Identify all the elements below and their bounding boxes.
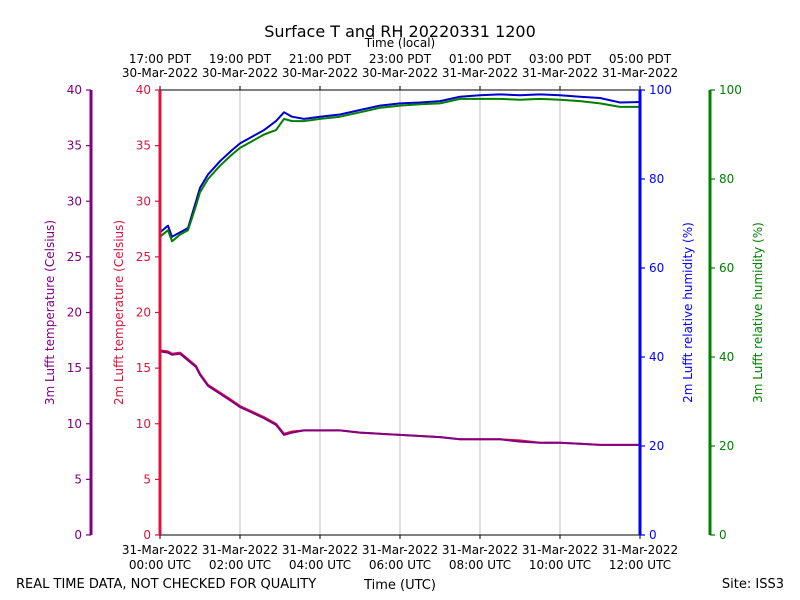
top-tick-time: 05:00 PDT [609,52,672,66]
rh2m-y-tick-label: 40 [649,350,664,364]
rh3m-axis-label: 3m Lufft relative humidity (%) [751,222,765,403]
bottom-tick-time: 12:00 UTC [609,558,671,572]
t3m-y-tick-label: 25 [67,250,82,264]
series-lines [159,93,641,446]
gridlines [239,90,561,535]
top-tick-date: 30-Mar-2022 [362,66,438,80]
rh2m-y-tick-label: 20 [649,439,664,453]
bottom-tick-date: 31-Mar-2022 [122,543,198,557]
rh3m-y-tick-label: 20 [719,439,734,453]
bottom-tick-time: 04:00 UTC [289,558,351,572]
bottom-tick-time: 00:00 UTC [129,558,191,572]
top-tick-date: 31-Mar-2022 [442,66,518,80]
bottom-tick-time: 02:00 UTC [209,558,271,572]
t3m-y-tick-label: 30 [67,194,82,208]
x-axis-label: Time (UTC) [363,578,436,593]
rh3m-y-tick-label: 40 [719,350,734,364]
top-tick-time: 17:00 PDT [129,52,192,66]
bottom-tick-date: 31-Mar-2022 [362,543,438,557]
top-tick-time: 21:00 PDT [289,52,352,66]
rh2m-y-tick-label: 100 [649,83,672,97]
rh3m-y-tick-label: 0 [719,528,727,542]
top-tick-time: 01:00 PDT [449,52,512,66]
series-line-2m-rh [159,93,641,238]
bottom-tick-time: 08:00 UTC [449,558,511,572]
t3m-y-tick-label: 15 [67,361,82,375]
t3m-y-tick-label: 40 [67,83,82,97]
rh2m-y-tick-label: 80 [649,172,664,186]
top-tick-time: 19:00 PDT [209,52,272,66]
top-tick-date: 31-Mar-2022 [602,66,678,80]
rh2m-y-tick-label: 0 [649,528,657,542]
axes: 0 5 10 15 20 25 30 35 40 3m Lufft temperature (Ce… [43,83,765,542]
t2m-y-tick-label: 30 [136,194,151,208]
bottom-tick-date: 31-Mar-2022 [202,543,278,557]
t2m-y-tick-label: 25 [136,250,151,264]
top-tick-date: 31-Mar-2022 [522,66,598,80]
rh3m-y-tick-label: 80 [719,172,734,186]
rh2m-y-tick-label: 60 [649,261,664,275]
top-tick-date: 30-Mar-2022 [202,66,278,80]
site-label: Site: ISS3 [722,577,784,592]
bottom-tick-date: 31-Mar-2022 [442,543,518,557]
t2m-y-tick-label: 5 [143,472,151,486]
chart-title: Surface T and RH 20220331 1200 [264,22,536,41]
t3m-axis-label: 3m Lufft temperature (Celsius) [43,220,57,405]
top-tick-date: 30-Mar-2022 [282,66,358,80]
top-axis-label: Time (local) [364,36,436,50]
series-line-3m-rh [159,97,640,243]
t3m-y-tick-label: 20 [67,306,82,320]
t2m-axis-label: 2m Lufft temperature (Celsius) [112,220,126,405]
t3m-y-tick-label: 5 [74,472,82,486]
bottom-tick-date: 31-Mar-2022 [522,543,598,557]
t3m-y-tick-label: 10 [67,417,82,431]
bottom-tick-time: 10:00 UTC [529,558,591,572]
bottom-tick-date: 31-Mar-2022 [282,543,358,557]
series-line-3m-temperature [159,350,640,446]
quality-note: REAL TIME DATA, NOT CHECKED FOR QUALITY [16,577,316,592]
t3m-y-tick-label: 0 [74,528,82,542]
t2m-y-tick-label: 10 [136,417,151,431]
t2m-y-tick-label: 15 [136,361,151,375]
t2m-y-tick-label: 35 [136,139,151,153]
top-tick-date: 30-Mar-2022 [122,66,198,80]
bottom-tick-date: 31-Mar-2022 [602,543,678,557]
t2m-y-tick-label: 20 [136,306,151,320]
top-tick-time: 03:00 PDT [529,52,592,66]
bottom-tick-time: 06:00 UTC [369,558,431,572]
rh3m-y-tick-label: 100 [719,83,742,97]
rh2m-axis-label: 2m Lufft relative humidity (%) [681,222,695,403]
top-tick-time: 23:00 PDT [369,52,432,66]
t3m-y-tick-label: 35 [67,139,82,153]
t2m-y-tick-label: 0 [143,528,151,542]
rh3m-y-tick-label: 60 [719,261,734,275]
t2m-y-tick-label: 40 [136,83,151,97]
